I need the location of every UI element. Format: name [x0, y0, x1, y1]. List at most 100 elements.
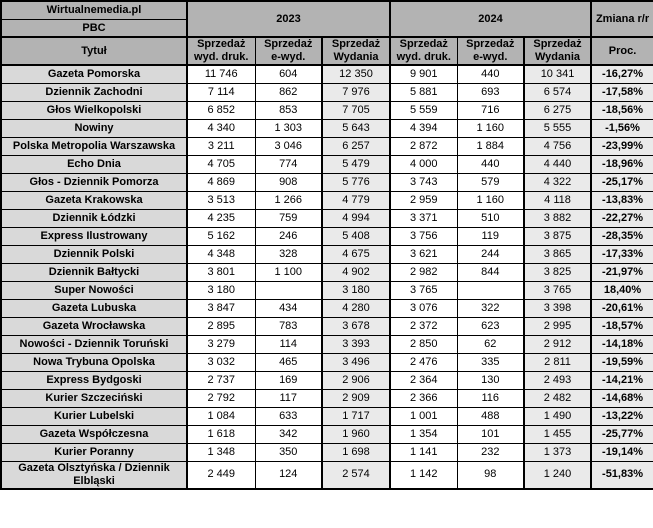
row-change-percent: -23,99% [590, 136, 653, 156]
row-change-percent: -17,33% [590, 244, 653, 264]
cell-2024-print: 2 476 [389, 352, 458, 372]
source-name-label: Wirtualnemedia.pl [0, 0, 188, 20]
cell-2024-total: 2 912 [523, 334, 593, 354]
cell-2023-print: 4 705 [186, 154, 256, 174]
cell-2024-print: 3 756 [389, 226, 458, 246]
table-row: Express Bydgoski 2 737 169 2 906 2 364 1… [0, 370, 653, 390]
row-title: Dziennik Bałtycki [0, 262, 188, 282]
cell-2024-digital: 1 160 [456, 118, 525, 138]
row-change-percent: -18,57% [590, 316, 653, 336]
row-title: Express Bydgoski [0, 370, 188, 390]
subcol-line2: e-wyd. [473, 51, 508, 63]
row-change-percent: -19,59% [590, 352, 653, 372]
cell-2024-total: 10 341 [523, 64, 593, 84]
cell-2023-total: 3 496 [320, 352, 392, 372]
table-row: Dziennik Polski 4 348 328 4 675 3 621 24… [0, 244, 653, 264]
cell-2024-digital: 98 [456, 460, 525, 489]
cell-2023-print: 2 737 [186, 370, 256, 390]
cell-2024-total: 2 493 [523, 370, 593, 390]
table-row: Nowiny 4 340 1 303 5 643 4 394 1 160 5 5… [0, 118, 653, 138]
cell-2024-total: 4 118 [523, 190, 593, 210]
row-title: Nowiny [0, 118, 188, 138]
row-change-percent: -16,27% [590, 64, 653, 84]
cell-2024-digital: 623 [456, 316, 525, 336]
cell-2023-digital: 328 [254, 244, 323, 264]
cell-2024-print: 1 354 [389, 424, 458, 444]
row-change-percent: -1,56% [590, 118, 653, 138]
row-title: Głos - Dziennik Pomorza [0, 172, 188, 192]
cell-2023-digital: 350 [254, 442, 323, 462]
row-change-percent: -25,77% [590, 424, 653, 444]
row-change-percent: -28,35% [590, 226, 653, 246]
cell-2024-digital: 62 [456, 334, 525, 354]
cell-2023-print: 4 348 [186, 244, 256, 264]
cell-2024-total: 2 811 [523, 352, 593, 372]
row-title: Kurier Szczeciński [0, 388, 188, 408]
cell-2024-digital: 244 [456, 244, 525, 264]
cell-2023-print: 3 847 [186, 298, 256, 318]
cell-2024-print: 3 743 [389, 172, 458, 192]
subcol-line2: Wydania [535, 51, 581, 63]
row-title: Kurier Lubelski [0, 406, 188, 426]
cell-2024-print: 2 366 [389, 388, 458, 408]
cell-2023-total: 1 960 [320, 424, 392, 444]
source-org-label: PBC [0, 18, 188, 38]
cell-2023-print: 4 340 [186, 118, 256, 138]
cell-2023-total: 3 678 [320, 316, 392, 336]
row-title: Polska Metropolia Warszawska [0, 136, 188, 156]
row-title: Super Nowości [0, 280, 188, 300]
cell-2023-digital: 774 [254, 154, 323, 174]
cell-2023-print: 1 348 [186, 442, 256, 462]
cell-2023-total: 7 705 [320, 100, 392, 120]
cell-2024-print: 3 076 [389, 298, 458, 318]
cell-2024-digital: 119 [456, 226, 525, 246]
cell-2024-digital: 1 884 [456, 136, 525, 156]
newspaper-sales-table-wrapper: Wirtualnemedia.pl 2023 2024 Zmiana r/r P… [0, 0, 653, 490]
cell-2023-digital: 465 [254, 352, 323, 372]
cell-2023-print: 2 449 [186, 460, 256, 489]
cell-2023-digital: 246 [254, 226, 323, 246]
table-row: Dziennik Zachodni 7 114 862 7 976 5 881 … [0, 82, 653, 102]
cell-2024-total: 3 398 [523, 298, 593, 318]
cell-2023-print: 3 180 [186, 280, 256, 300]
cell-2024-print: 2 872 [389, 136, 458, 156]
row-title: Gazeta Współczesna [0, 424, 188, 444]
cell-2024-total: 4 322 [523, 172, 593, 192]
subcol-line2: e-wyd. [271, 51, 306, 63]
cell-2024-digital: 716 [456, 100, 525, 120]
row-title: Kurier Poranny [0, 442, 188, 462]
cell-2023-total: 5 408 [320, 226, 392, 246]
cell-2023-print: 2 895 [186, 316, 256, 336]
row-change-percent: -22,27% [590, 208, 653, 228]
subcol-line1: Sprzedaż [197, 38, 246, 50]
cell-2023-total: 2 906 [320, 370, 392, 390]
table-row: Kurier Poranny 1 348 350 1 698 1 141 232… [0, 442, 653, 462]
cell-2023-print: 1 618 [186, 424, 256, 444]
cell-2023-total: 4 902 [320, 262, 392, 282]
table-row: Gazeta Olsztyńska / Dziennik Elbląski 2 … [0, 460, 653, 489]
row-title: Dziennik Zachodni [0, 82, 188, 102]
cell-2024-digital: 116 [456, 388, 525, 408]
table-row: Gazeta Współczesna 1 618 342 1 960 1 354… [0, 424, 653, 444]
cell-2024-print: 3 765 [389, 280, 458, 300]
row-title: Gazeta Lubuska [0, 298, 188, 318]
subcol-line1: Sprzedaż [533, 38, 582, 50]
cell-2023-total: 2 909 [320, 388, 392, 408]
cell-2023-total: 12 350 [320, 64, 392, 84]
cell-2024-digital: 510 [456, 208, 525, 228]
table-row: Dziennik Łódzki 4 235 759 4 994 3 371 51… [0, 208, 653, 228]
cell-2024-total: 2 482 [523, 388, 593, 408]
cell-2024-print: 2 372 [389, 316, 458, 336]
cell-2023-print: 3 801 [186, 262, 256, 282]
cell-2024-total: 4 440 [523, 154, 593, 174]
cell-2023-digital: 1 303 [254, 118, 323, 138]
cell-2024-total: 3 825 [523, 262, 593, 282]
table-row: Super Nowości 3 180 3 180 3 765 3 765 18… [0, 280, 653, 300]
row-change-percent: -25,17% [590, 172, 653, 192]
cell-2024-total: 4 756 [523, 136, 593, 156]
cell-2024-total: 3 875 [523, 226, 593, 246]
cell-2023-digital: 604 [254, 64, 323, 84]
cell-2024-digital: 488 [456, 406, 525, 426]
table-row: Kurier Szczeciński 2 792 117 2 909 2 366… [0, 388, 653, 408]
year-2023-group-header: 2023 [185, 0, 392, 38]
